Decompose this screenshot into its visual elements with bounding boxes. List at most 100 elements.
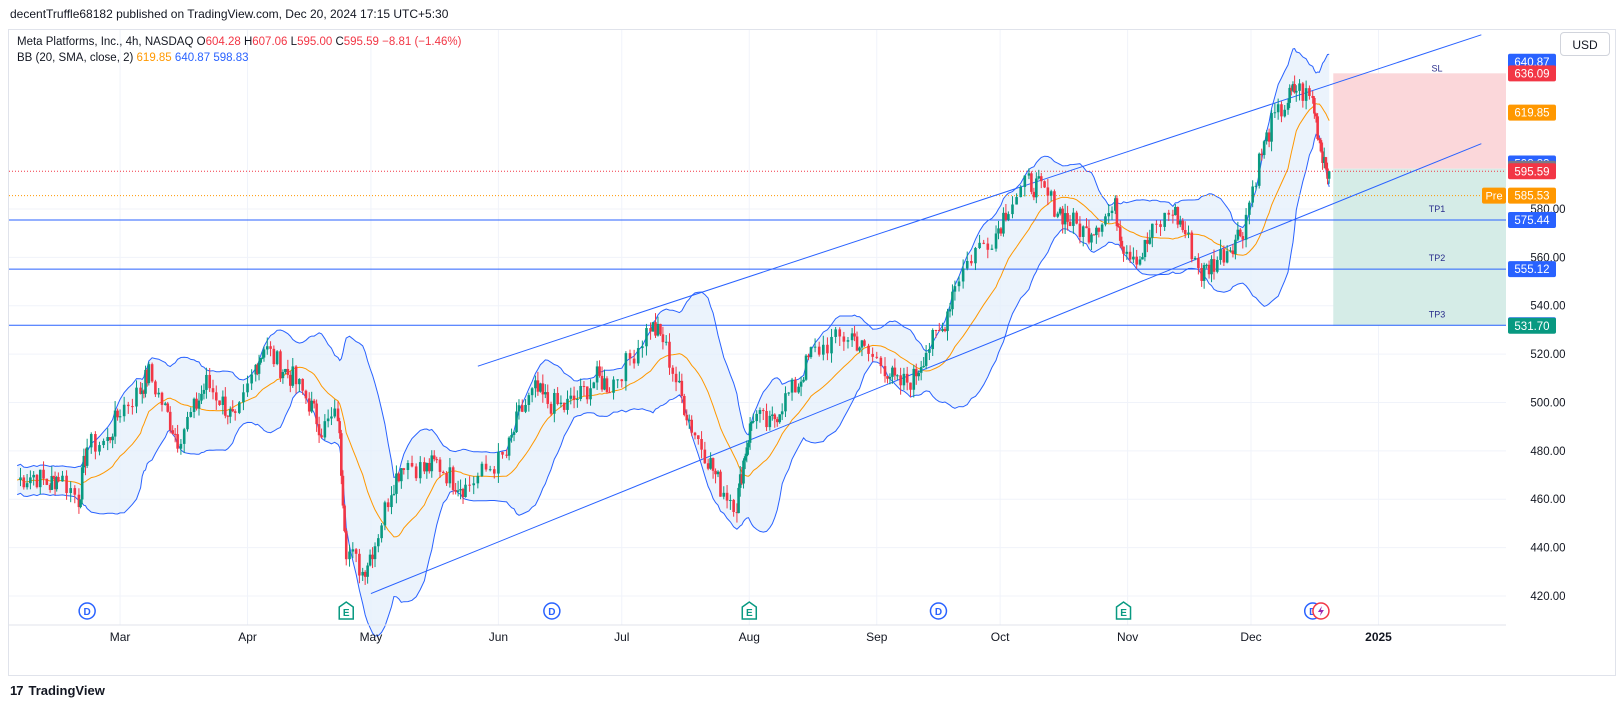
candle-body xyxy=(456,490,460,492)
candle-body xyxy=(886,376,889,379)
candle-body xyxy=(147,364,151,384)
candle-body xyxy=(1104,216,1107,225)
candle-body xyxy=(423,462,426,472)
y-tick-label: 420.00 xyxy=(1530,591,1565,603)
candle-body xyxy=(173,433,177,435)
candle-body xyxy=(909,382,912,390)
candle-body xyxy=(1090,234,1093,243)
candle-body xyxy=(418,462,422,479)
candle-body xyxy=(716,471,720,475)
candle-body xyxy=(468,484,471,486)
candle-body xyxy=(472,483,476,486)
candle-body xyxy=(1293,83,1296,93)
x-tick-label: May xyxy=(360,630,383,644)
candle-body xyxy=(1138,259,1142,265)
candle-body xyxy=(641,346,644,349)
x-tick-label: Apr xyxy=(238,630,257,644)
candle-body xyxy=(994,233,998,249)
candle-body xyxy=(166,403,170,412)
candle-body xyxy=(1197,257,1200,269)
bb-upper-line xyxy=(17,48,1330,479)
price-tags: 640.87636.09619.85598.83596.65595.59585.… xyxy=(1482,53,1556,334)
candle-body xyxy=(189,411,193,417)
candle-body xyxy=(1085,226,1088,229)
candle-body xyxy=(553,392,556,414)
candle-body xyxy=(261,357,264,359)
candle-body xyxy=(1267,132,1271,142)
candle-body xyxy=(1118,227,1122,241)
candle-body xyxy=(430,455,434,472)
candle-body xyxy=(428,462,431,472)
candle-body xyxy=(1205,264,1208,266)
currency-button[interactable]: USD xyxy=(1560,32,1610,56)
candle-body xyxy=(747,442,750,448)
candle-body xyxy=(55,477,59,490)
candle-body xyxy=(1037,176,1041,179)
candle-body xyxy=(272,348,276,365)
candle-body xyxy=(154,381,157,395)
candle-body xyxy=(142,390,146,394)
candle-body xyxy=(978,242,981,249)
candle-body xyxy=(330,416,333,419)
candle-body xyxy=(326,418,330,422)
candle-body xyxy=(1053,191,1056,217)
dividend-marker-label: D xyxy=(935,607,942,618)
candle-body xyxy=(1132,256,1135,260)
candle-body xyxy=(742,460,745,484)
candle-body xyxy=(802,379,805,382)
candle-body xyxy=(1257,153,1261,186)
candle-body xyxy=(664,341,668,343)
earnings-marker-label: E xyxy=(1120,608,1127,619)
candle-body xyxy=(304,390,308,399)
candle-body xyxy=(1151,223,1154,238)
candle-body xyxy=(242,392,245,403)
candle-body xyxy=(572,395,576,401)
candle-body xyxy=(1298,83,1301,91)
candle-body xyxy=(1004,212,1008,220)
y-tick-label: 520.00 xyxy=(1530,349,1565,361)
candle-body xyxy=(970,261,973,264)
candle-body xyxy=(414,466,418,479)
dividend-marker-label: D xyxy=(548,607,555,618)
candle-body xyxy=(1262,141,1266,156)
brand-name: TradingView xyxy=(28,683,105,698)
candle-body xyxy=(1176,207,1180,225)
candle-body xyxy=(448,467,452,484)
candle-body xyxy=(1210,259,1213,275)
candle-body xyxy=(1148,237,1152,244)
dividend-marker xyxy=(929,602,948,620)
candle-body xyxy=(582,385,586,387)
candle-body xyxy=(106,437,110,441)
candle-body xyxy=(501,451,504,455)
candle-body xyxy=(122,404,126,417)
candle-body xyxy=(875,356,879,358)
candle-body xyxy=(928,349,931,353)
candle-body xyxy=(838,329,842,337)
candle-body xyxy=(301,378,304,391)
candle-body xyxy=(160,392,164,405)
candle-body xyxy=(799,381,803,387)
candle-body xyxy=(312,400,316,404)
candle-body xyxy=(1092,234,1096,236)
candle-body xyxy=(671,367,675,374)
candle-body xyxy=(1288,87,1291,103)
publisher-line: decentTruffle68182 published on TradingV… xyxy=(10,7,449,21)
candle-body xyxy=(738,474,742,488)
candle-body xyxy=(603,378,606,390)
candle-body xyxy=(397,473,401,482)
candle-body xyxy=(722,492,726,497)
candles xyxy=(19,75,1331,585)
candle-body xyxy=(116,410,119,418)
candle-body xyxy=(1128,251,1132,260)
candle-body xyxy=(822,344,825,355)
pre-market-label: Pre xyxy=(1485,191,1502,203)
candle-body xyxy=(451,467,455,490)
candle-body xyxy=(38,469,42,488)
candle-body xyxy=(858,347,861,351)
candle-body xyxy=(524,404,527,412)
horizontal-lines: TP1 TP2 TP3 xyxy=(9,170,1506,326)
candle-body xyxy=(659,323,662,335)
x-tick-label: Sep xyxy=(866,630,888,644)
candle-body xyxy=(176,434,179,449)
